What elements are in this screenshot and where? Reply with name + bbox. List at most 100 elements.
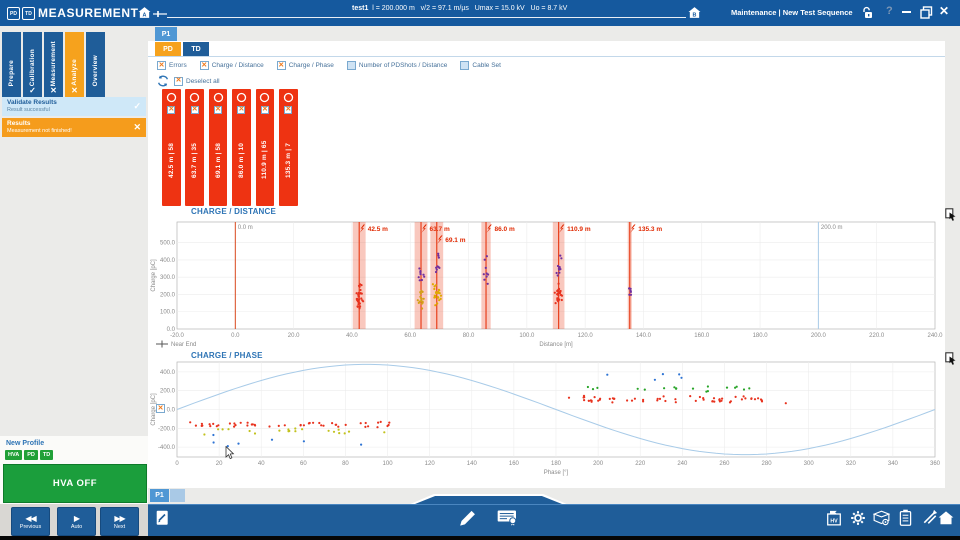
protocol-list-icon[interactable] [899, 509, 912, 526]
sidebar-step-measurement[interactable]: Measurement ✕ [44, 32, 63, 98]
maximize-button[interactable] [920, 6, 933, 19]
radio-ring-icon[interactable] [283, 92, 294, 103]
page-tab-p1[interactable]: P1 [155, 27, 177, 41]
pd-site-bar-42-5-m[interactable]: 42.5 m | 58 [162, 89, 181, 206]
sidebar-step-analyze[interactable]: Analyze ✕ [65, 32, 84, 98]
auto-button[interactable]: ▶ Auto [57, 507, 96, 536]
svg-text:120: 120 [425, 461, 436, 467]
layer-toggle-errors[interactable]: Errors [157, 61, 187, 70]
svg-text:100.0: 100.0 [519, 333, 535, 339]
svg-text:280: 280 [762, 461, 773, 467]
svg-text:240.0: 240.0 [927, 333, 943, 339]
check-icon: ✓ [133, 101, 141, 111]
notification-title: Validate Results [7, 99, 57, 106]
hva-off-button[interactable]: HVA OFF [3, 464, 147, 503]
minimize-button[interactable] [902, 11, 911, 13]
hv-log-icon[interactable]: HV [826, 510, 842, 526]
test-info: test1 l = 200.000 m v/2 = 97.1 m/µs Umax… [352, 5, 567, 12]
close-button[interactable]: ✕ [939, 4, 950, 18]
pd-site-bar-63-7-m[interactable]: 63.7 m | 35 [185, 89, 204, 206]
pd-site-bar-110-9-m[interactable]: 110.9 m | 65 [255, 89, 275, 206]
charge-distance-title: CHARGE / DISTANCE [191, 207, 277, 216]
checkbox[interactable] [346, 61, 356, 70]
deselect-all-toggle[interactable]: Deselect all [174, 76, 220, 86]
previous-button[interactable]: ◀◀ Previous [11, 507, 50, 536]
checkbox[interactable] [276, 61, 286, 70]
bottom-toolbar [148, 504, 960, 536]
pd-site-checkbox[interactable] [260, 106, 269, 114]
charge-distance-chart[interactable]: -20.0 0.0 20.0 40.0 60.0 80.0 100.0 120.0 140.0 1… [146, 206, 952, 352]
svg-text:320: 320 [846, 461, 857, 467]
mode-tab-pd[interactable]: PD [155, 42, 181, 56]
deselect-all-checkbox[interactable] [174, 76, 183, 86]
layer-toggle-cable-set[interactable]: Cable Set [460, 61, 501, 70]
radio-ring-icon[interactable] [236, 92, 247, 103]
checkbox[interactable] [157, 61, 166, 70]
pd-site-bar-86-0-m[interactable]: 86.0 m | 10 [232, 89, 251, 206]
pd-site-bar-135-3-m[interactable]: 135.3 m | 7 [279, 89, 298, 206]
connector-icon [153, 11, 167, 17]
unlock-icon[interactable] [860, 6, 874, 20]
profile-label: New Profile [6, 440, 45, 447]
bottom-tab-new[interactable] [170, 489, 185, 502]
settings-gear-icon[interactable] [850, 510, 866, 526]
svg-text:20: 20 [216, 461, 223, 467]
svg-text:260: 260 [719, 461, 730, 467]
radio-ring-icon[interactable] [189, 92, 200, 103]
layer-toggle-number-of-pdshots-distance[interactable]: Number of PDShots / Distance [346, 61, 447, 70]
sidebar-step-calibration[interactable]: Calibration ✓ [23, 32, 42, 98]
home-icon[interactable] [938, 510, 954, 525]
export-arrow-icon[interactable] [922, 509, 938, 525]
report-certificate-icon[interactable] [497, 509, 517, 527]
radio-ring-icon[interactable] [259, 92, 270, 103]
copy-chart1-icon[interactable] [945, 208, 957, 221]
step-label: Analyze [71, 59, 78, 86]
pd-site-checkbox[interactable] [284, 106, 293, 114]
mode-tab-td[interactable]: TD [183, 42, 209, 56]
notification-validate-results[interactable]: Validate Results Result successful ✓ [2, 97, 146, 116]
checkbox[interactable] [460, 61, 470, 70]
bottom-edge [0, 536, 960, 540]
pd-site-checkbox[interactable] [237, 106, 246, 114]
svg-text:200.0 m: 200.0 m [821, 225, 843, 231]
svg-text:100.0: 100.0 [160, 310, 176, 316]
help-button[interactable]: ? [886, 5, 893, 17]
radio-ring-icon[interactable] [213, 92, 224, 103]
layer-checkbox-row: Errors Charge / Distance Charge / Phase … [157, 61, 501, 70]
copy-chart2-icon[interactable] [945, 352, 957, 365]
next-button[interactable]: ▶▶ Next [100, 507, 139, 536]
notes-icon[interactable] [156, 510, 170, 526]
sidebar-step-prepare[interactable]: Prepare [2, 32, 21, 98]
svg-text:110.9 m: 110.9 m [567, 226, 591, 233]
pd-site-checkbox[interactable] [190, 106, 199, 114]
cable-end-b-home-icon[interactable]: B [688, 6, 701, 19]
layer-toggle-charge-distance[interactable]: Charge / Distance [199, 61, 264, 70]
pd-site-bar-69-1-m[interactable]: 69.1 m | 58 [208, 89, 228, 206]
refresh-icon[interactable] [157, 75, 169, 87]
test-name: test1 [352, 5, 369, 12]
layer-toggle-charge-phase[interactable]: Charge / Phase [276, 61, 334, 70]
cable-end-a-home-icon[interactable]: A [138, 6, 151, 19]
system-tools-icon[interactable] [873, 509, 890, 526]
phase-chart-toggle-checkbox[interactable] [156, 404, 165, 413]
deselect-all-label: Deselect all [186, 77, 220, 85]
radio-ring-icon[interactable] [166, 92, 177, 103]
notification-subtitle: Measurement not finished! [7, 128, 72, 134]
svg-text:100: 100 [383, 461, 394, 467]
cross-icon: ✕ [71, 86, 78, 95]
svg-text:140.0: 140.0 [636, 333, 652, 339]
charge-phase-chart[interactable]: 0 20 40 60 80 100 120 140 160 180 200 220 240 260 280 3… [146, 350, 952, 482]
notification-results[interactable]: Results Measurement not finished! ✕ [2, 118, 146, 137]
sidebar-step-overview[interactable]: Overview [86, 32, 105, 98]
pd-site-checkbox[interactable] [214, 106, 223, 114]
next-icon: ▶▶ [114, 513, 125, 523]
pd-site-checkbox[interactable] [167, 106, 176, 114]
edit-pencil-icon[interactable] [459, 508, 477, 527]
step-label: Overview [92, 54, 99, 86]
svg-text:20.0: 20.0 [288, 333, 300, 339]
toolbar-notch [410, 496, 567, 506]
nav-button-label: Previous [19, 523, 42, 530]
checkbox[interactable] [199, 61, 209, 70]
bottom-tab-p1[interactable]: P1 [150, 489, 169, 502]
